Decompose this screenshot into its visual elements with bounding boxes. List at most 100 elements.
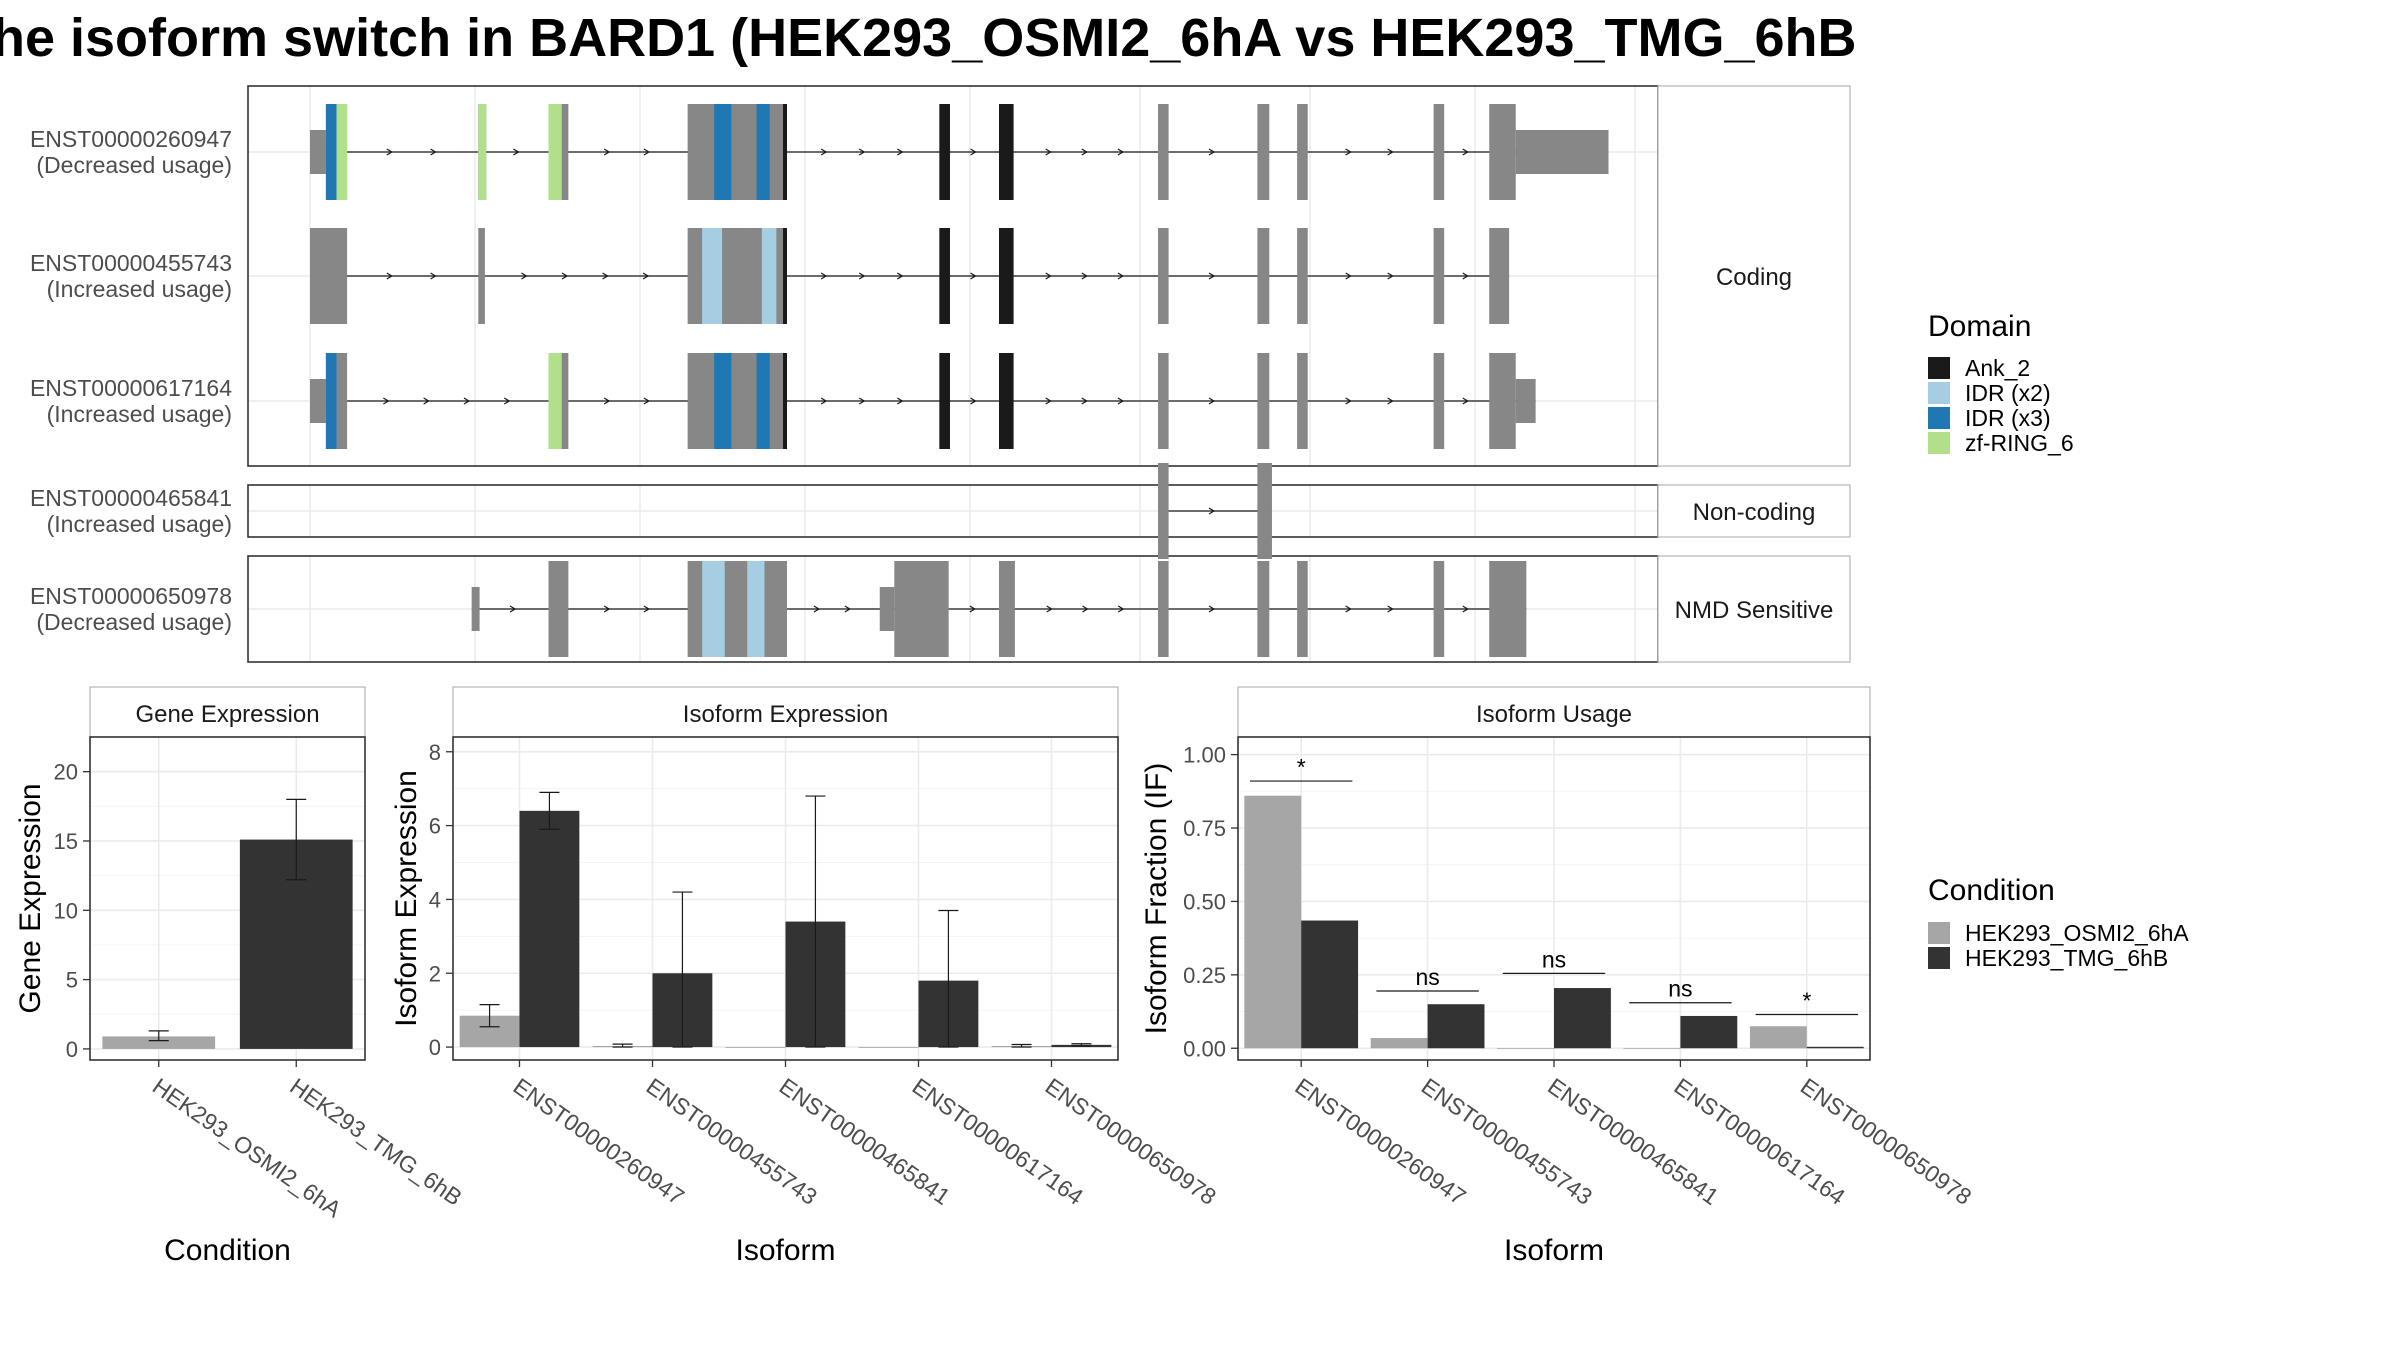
transcript-structure-panel: Coding Non-coding NMD Sensitive ENST0000026… bbox=[30, 85, 1851, 663]
condition-legend-swatch bbox=[1928, 922, 1950, 944]
y-tick-label: 2 bbox=[429, 961, 441, 986]
y-tick-label: 0.50 bbox=[1183, 889, 1226, 914]
intron-arrow bbox=[1045, 148, 1052, 156]
bar bbox=[1749, 1026, 1807, 1049]
intron-arrow bbox=[1081, 148, 1088, 156]
domain-ank-2 bbox=[783, 353, 787, 449]
transcript-ENST00000260947: ENST00000260947(Decreased usage) bbox=[30, 104, 1609, 200]
intron-arrow bbox=[561, 272, 569, 280]
transcript-id-label: ENST00000260947 bbox=[30, 126, 232, 152]
plot-border bbox=[89, 736, 366, 1061]
domain-ank-2 bbox=[999, 228, 1014, 324]
intron-arrow bbox=[813, 605, 821, 613]
x-axis-title: Isoform bbox=[735, 1234, 835, 1267]
transcript-ENST00000650978: ENST00000650978(Decreased usage) bbox=[30, 561, 1527, 657]
intron-arrow bbox=[970, 148, 977, 156]
exon bbox=[879, 587, 895, 631]
condition-legend-label: HEK293_TMG_6hB bbox=[1965, 945, 2168, 971]
condition-legend-swatch bbox=[1928, 947, 1950, 969]
y-tick-label: 1.00 bbox=[1183, 743, 1226, 768]
significance-label: * bbox=[1297, 754, 1306, 780]
exon bbox=[1297, 561, 1308, 657]
domain-idr-x2- bbox=[761, 228, 777, 324]
domain-idr-x2- bbox=[747, 561, 765, 657]
y-axis-title: Gene Expression bbox=[14, 783, 47, 1013]
bar-chart-panels: Gene Expression05101520HEK293_OSMI2_6hAH… bbox=[14, 686, 1976, 1267]
intron-arrow bbox=[643, 148, 651, 156]
figure-title: he isoform switch in BARD1 (HEK293_OSMI2… bbox=[0, 8, 1857, 68]
domain-idr-x2- bbox=[702, 228, 723, 324]
exon bbox=[1158, 228, 1169, 324]
panel-strip bbox=[452, 686, 1119, 738]
exon bbox=[999, 561, 1015, 657]
intron-arrow bbox=[430, 148, 437, 156]
intron-arrow bbox=[463, 397, 471, 405]
domain-idr-x2- bbox=[702, 561, 725, 657]
domain-idr-x3- bbox=[714, 353, 732, 449]
facet-strip-label: Non-coding bbox=[1693, 499, 1816, 526]
intron-arrow bbox=[1387, 148, 1394, 156]
exon bbox=[687, 104, 787, 200]
intron-arrow bbox=[1387, 272, 1394, 280]
bar bbox=[1427, 1004, 1485, 1049]
bar bbox=[1554, 988, 1611, 1049]
exon bbox=[1158, 561, 1169, 657]
panel-strip bbox=[1237, 686, 1871, 738]
intron-arrow bbox=[513, 148, 520, 156]
intron-arrow bbox=[509, 605, 517, 613]
transcript-ENST00000455743: ENST00000455743(Increased usage) bbox=[30, 228, 1510, 324]
panel-title: Gene Expression bbox=[135, 701, 319, 728]
condition-legend-label: HEK293_OSMI2_6hA bbox=[1965, 920, 2189, 946]
y-axis-title: Isoform Expression bbox=[390, 770, 423, 1027]
exon bbox=[1297, 104, 1308, 200]
exon bbox=[1433, 104, 1445, 200]
intron-arrow bbox=[1208, 148, 1216, 156]
intron-arrow bbox=[1081, 397, 1088, 405]
intron-arrow bbox=[603, 397, 611, 405]
intron-arrow bbox=[643, 605, 651, 613]
facet-strip bbox=[1657, 484, 1851, 538]
bar bbox=[1680, 1015, 1738, 1049]
y-tick-label: 0.25 bbox=[1183, 963, 1226, 988]
intron-arrow bbox=[1208, 272, 1216, 280]
y-tick-label: 8 bbox=[429, 740, 441, 765]
condition-legend-title: Condition bbox=[1928, 874, 2055, 907]
intron-arrow bbox=[1081, 272, 1088, 280]
exon bbox=[471, 587, 480, 631]
domain-idr-x3- bbox=[325, 353, 337, 449]
exon bbox=[1158, 353, 1169, 449]
intron-arrow bbox=[1387, 605, 1394, 613]
exon bbox=[687, 353, 787, 449]
exon bbox=[1433, 561, 1445, 657]
domain-ank-2 bbox=[939, 104, 950, 200]
exon bbox=[1515, 130, 1609, 174]
intron-arrow bbox=[386, 148, 393, 156]
intron-arrow bbox=[970, 272, 977, 280]
intron-arrow bbox=[969, 605, 976, 613]
transcript-usage-label: (Decreased usage) bbox=[36, 152, 232, 178]
significance-label: ns bbox=[1542, 946, 1566, 972]
intron-arrow bbox=[1345, 605, 1352, 613]
bar bbox=[1301, 920, 1359, 1049]
intron-arrow bbox=[1046, 605, 1053, 613]
bar bbox=[725, 1047, 786, 1048]
intron-arrow bbox=[1208, 507, 1216, 515]
y-tick-label: 0 bbox=[66, 1037, 78, 1062]
intron-arrow bbox=[1462, 272, 1469, 280]
facet-strip-label: NMD Sensitive bbox=[1675, 597, 1834, 624]
exon bbox=[1158, 463, 1169, 559]
intron-arrow bbox=[820, 148, 828, 156]
domain-zf-ring-6 bbox=[548, 353, 562, 449]
intron-arrow bbox=[521, 272, 528, 280]
intron-arrow bbox=[970, 397, 977, 405]
exon bbox=[478, 228, 485, 324]
y-tick-label: 0 bbox=[429, 1035, 441, 1060]
exon bbox=[548, 561, 569, 657]
y-tick-label: 15 bbox=[54, 829, 78, 854]
intron-arrow bbox=[844, 605, 851, 613]
intron-arrow bbox=[503, 397, 511, 405]
domain-legend-swatch bbox=[1928, 432, 1950, 454]
y-axis-title: Isoform Fraction (IF) bbox=[1140, 763, 1173, 1035]
y-tick-label: 10 bbox=[54, 898, 78, 923]
y-tick-label: 6 bbox=[429, 814, 441, 839]
